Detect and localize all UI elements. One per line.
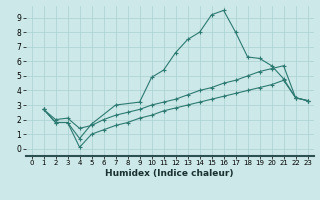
X-axis label: Humidex (Indice chaleur): Humidex (Indice chaleur) <box>105 169 234 178</box>
